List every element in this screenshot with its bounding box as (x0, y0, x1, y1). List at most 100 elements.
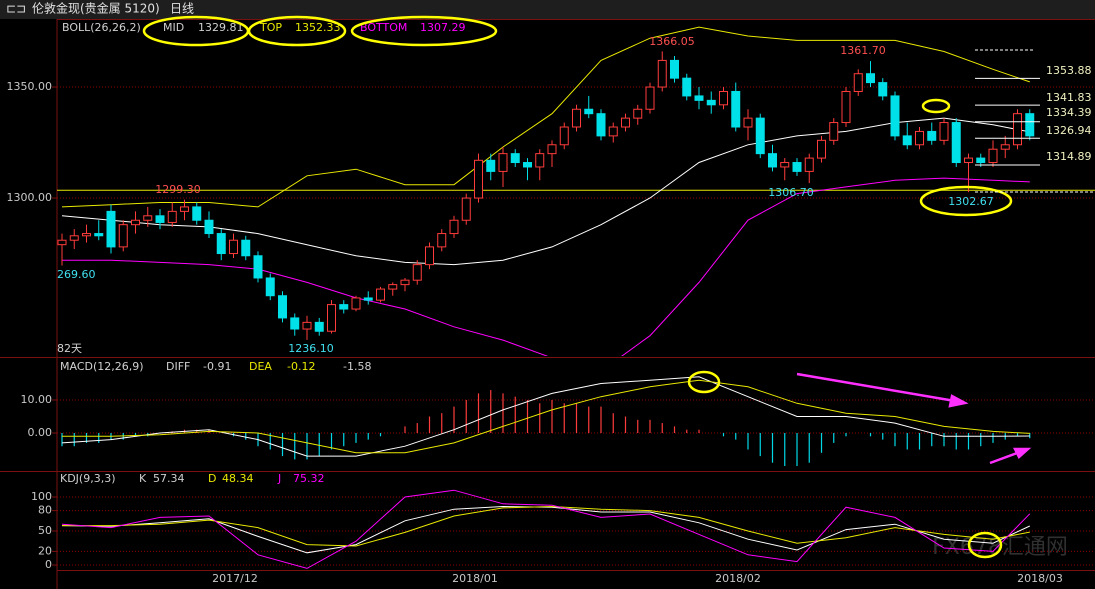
legend-name: DEA (249, 360, 272, 373)
candle-body (425, 246, 434, 266)
candle-body (841, 90, 851, 124)
candle-body (204, 219, 214, 235)
candle-body (866, 73, 875, 84)
candle-body (155, 215, 165, 223)
price-note: 82天 (57, 342, 82, 355)
price-note: 269.60 (57, 268, 96, 281)
candle-body (351, 297, 361, 310)
panel (57, 26, 1095, 356)
candle-body (192, 206, 202, 221)
candle-body (804, 157, 814, 172)
candle-body (572, 108, 581, 128)
candle-body (1013, 113, 1022, 146)
candle-body (951, 122, 961, 164)
plot-layer: 1350.00 1300.00 BOLL(26,26,2) MID 1329.81 TOP… (7, 21, 1095, 585)
candle-body (608, 126, 618, 137)
candle-body (523, 162, 532, 168)
candle-body (743, 117, 753, 128)
candle-body (535, 153, 545, 168)
price-note: 1361.70 (840, 44, 886, 57)
level-label: 1353.88 (1046, 64, 1092, 77)
x-tick-label: 2018/02 (715, 572, 761, 585)
candle-body (976, 157, 986, 164)
candle-body (314, 321, 324, 332)
candle-body (400, 279, 410, 286)
y-tick-label: 0.00 (28, 426, 53, 439)
candle-body (302, 321, 312, 330)
highlight-circles (142, 15, 1013, 559)
x-tick-label: 2018/03 (1017, 572, 1063, 585)
legend-value: -0.12 (287, 360, 315, 373)
candle-body (94, 233, 104, 237)
candle-body (241, 239, 251, 257)
level-label: 1314.89 (1046, 150, 1092, 163)
legend-title: KDJ(9,3,3) (60, 472, 116, 485)
candle-body (853, 73, 863, 92)
candle-body (682, 77, 692, 97)
legend-name: K (139, 472, 147, 485)
candle-body (449, 219, 459, 235)
y-tick-label: 80 (38, 504, 52, 517)
histogram-legend: -1.58 (343, 360, 371, 373)
candle-body (167, 210, 177, 223)
candle-body (829, 122, 839, 141)
candle-body (694, 95, 704, 101)
indicator-line (61, 489, 1031, 569)
candle-body (719, 90, 728, 106)
y-tick-label: 1350.00 (7, 80, 53, 93)
y-tick-label: 0 (45, 558, 52, 571)
legend-value: -0.91 (203, 360, 231, 373)
candle-body (1025, 113, 1035, 137)
candle-body (621, 117, 630, 128)
candle-body (670, 59, 679, 79)
legend-title: MACD(12,26,9) (60, 360, 144, 373)
y-tick-label: 50 (38, 524, 52, 537)
candle-body (278, 295, 287, 319)
candle-body (584, 108, 594, 115)
candle-body (106, 210, 116, 248)
candle-body (363, 297, 373, 301)
indicator-line (62, 177, 1030, 356)
legend-value: 1352.33 (295, 21, 341, 34)
legend-name: J (277, 472, 281, 485)
candle-body (547, 144, 557, 155)
period[interactable]: 日线 (170, 2, 194, 16)
candle-body (890, 95, 900, 137)
x-tick-label: 2018/01 (452, 572, 498, 585)
candle-body (1000, 144, 1010, 150)
level-label: 1326.94 (1046, 124, 1092, 137)
price-note: 1306.70 (768, 186, 814, 199)
candle-body (559, 126, 569, 146)
candle-body (327, 304, 336, 332)
candle-body (82, 233, 91, 237)
legend-value: 48.34 (222, 472, 254, 485)
legend-name: TOP (259, 21, 282, 34)
legend-name: MID (163, 21, 184, 34)
candle-body (755, 117, 765, 155)
price-note: 1299.30 (155, 183, 201, 196)
header-bar (0, 0, 1095, 19)
x-tick-label: 2017/12 (212, 572, 258, 585)
arrows (796, 372, 1032, 465)
legend-name: DIFF (166, 360, 190, 373)
instrument[interactable]: 伦敦金现(贵金属 5120) (32, 1, 160, 16)
candle-body (964, 157, 973, 164)
candle-body (510, 153, 520, 164)
level-label: 1341.83 (1046, 91, 1092, 104)
candle-body (216, 233, 226, 255)
candle-body (902, 135, 912, 146)
candle-body (939, 122, 949, 141)
candle-body (498, 153, 508, 172)
indicator-line (62, 505, 1030, 547)
candle-body (486, 159, 496, 172)
candle-body (69, 235, 79, 241)
candle-body (265, 277, 275, 297)
candle-body (780, 162, 790, 168)
candle-body (633, 108, 643, 119)
candle-body (645, 86, 655, 110)
candle-body (817, 139, 826, 159)
candle-body (915, 130, 924, 146)
panel (57, 376, 1095, 467)
